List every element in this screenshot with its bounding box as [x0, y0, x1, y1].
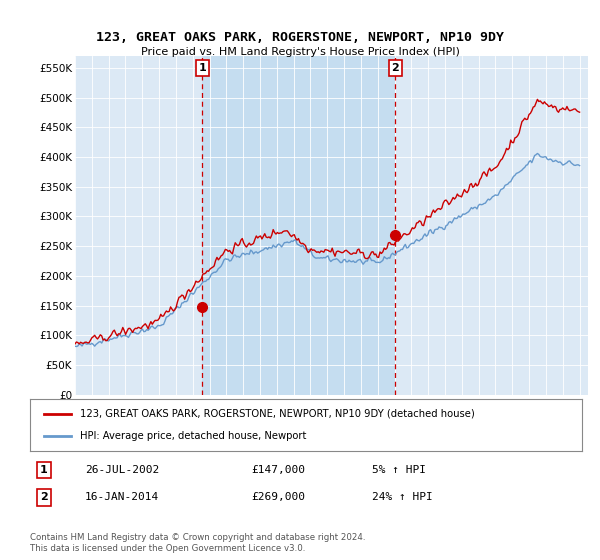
Bar	[202, 56, 395, 395]
Text: HPI: Average price, detached house, Newport: HPI: Average price, detached house, Newp…	[80, 431, 306, 441]
Text: 16-JAN-2014: 16-JAN-2014	[85, 492, 160, 502]
Text: £147,000: £147,000	[251, 465, 305, 475]
Text: 2: 2	[40, 492, 47, 502]
Text: 5% ↑ HPI: 5% ↑ HPI	[372, 465, 426, 475]
Text: 2: 2	[391, 63, 399, 73]
Text: Contains HM Land Registry data © Crown copyright and database right 2024.
This d: Contains HM Land Registry data © Crown c…	[30, 533, 365, 553]
Text: 24% ↑ HPI: 24% ↑ HPI	[372, 492, 433, 502]
Text: Price paid vs. HM Land Registry's House Price Index (HPI): Price paid vs. HM Land Registry's House …	[140, 47, 460, 57]
Text: 1: 1	[199, 63, 206, 73]
Text: 123, GREAT OAKS PARK, ROGERSTONE, NEWPORT, NP10 9DY: 123, GREAT OAKS PARK, ROGERSTONE, NEWPOR…	[96, 31, 504, 44]
Text: £269,000: £269,000	[251, 492, 305, 502]
Text: 26-JUL-2002: 26-JUL-2002	[85, 465, 160, 475]
Text: 123, GREAT OAKS PARK, ROGERSTONE, NEWPORT, NP10 9DY (detached house): 123, GREAT OAKS PARK, ROGERSTONE, NEWPOR…	[80, 409, 475, 419]
Text: 1: 1	[40, 465, 47, 475]
